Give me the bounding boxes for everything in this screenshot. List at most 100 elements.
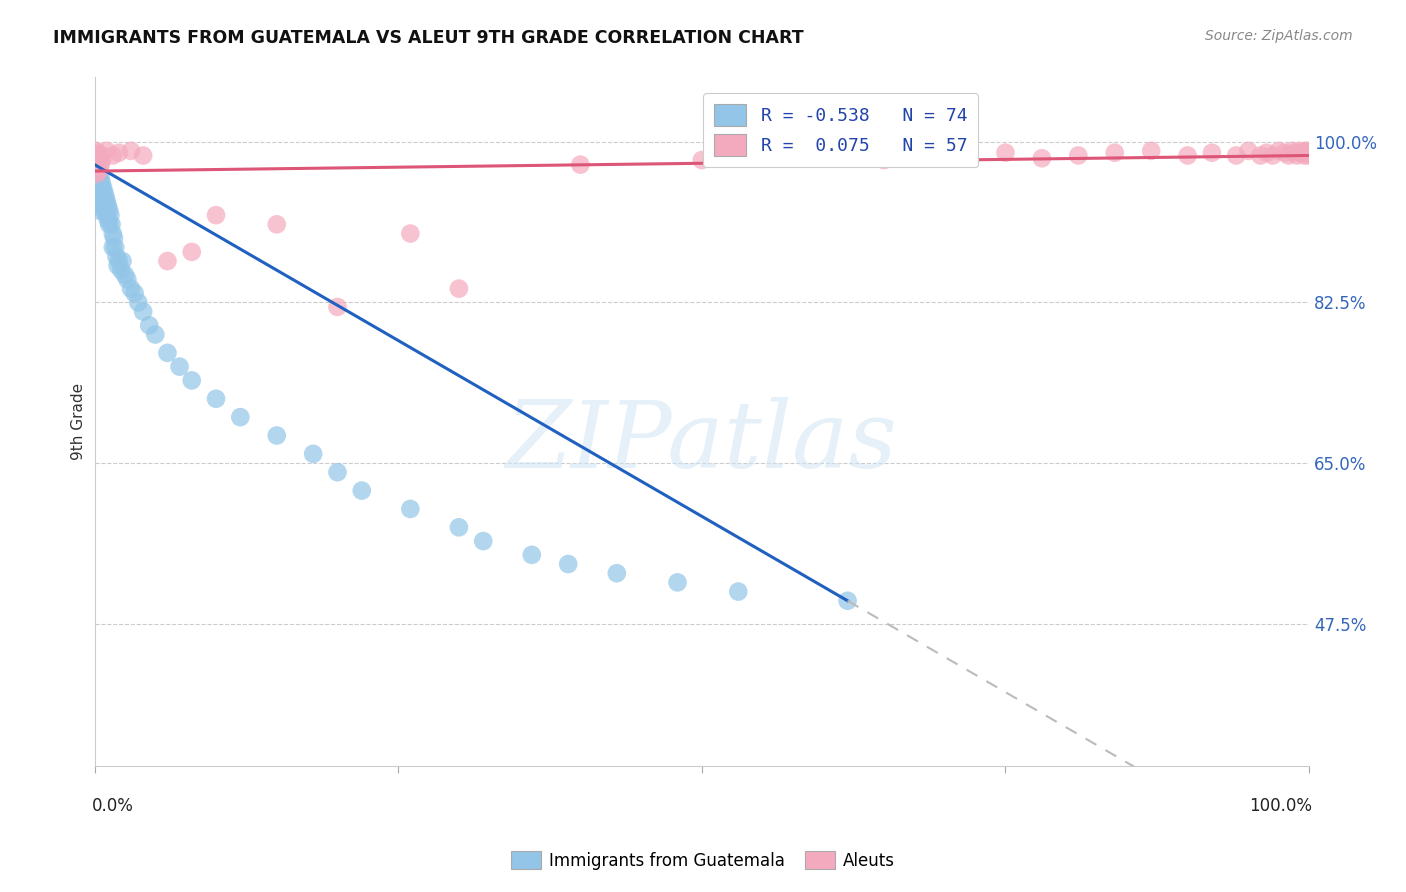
Point [89, 185, 111, 199]
Point [205, 208, 228, 222]
Point [169, 359, 191, 374]
Point [326, 300, 349, 314]
Point [84, 162, 107, 177]
Point [87, 190, 110, 204]
Point [101, 148, 124, 162]
Point [86, 158, 108, 172]
Point [1296, 144, 1319, 158]
Point [1140, 144, 1163, 158]
Text: Source: ZipAtlas.com: Source: ZipAtlas.com [1205, 29, 1353, 43]
Point [96, 194, 118, 209]
Point [266, 428, 288, 442]
Point [87, 164, 110, 178]
Point [120, 282, 142, 296]
Point [447, 520, 470, 534]
Point [1281, 144, 1303, 158]
Point [1298, 145, 1320, 160]
Point [87, 171, 110, 186]
Point [132, 304, 155, 318]
Point [98, 203, 121, 218]
Text: ZIPatlas: ZIPatlas [506, 397, 898, 487]
Point [89, 194, 111, 209]
Point [90, 180, 112, 194]
Point [1201, 145, 1223, 160]
Point [107, 259, 129, 273]
Text: 0.0%: 0.0% [91, 797, 134, 814]
Point [1237, 144, 1260, 158]
Point [1277, 148, 1299, 162]
Point [124, 286, 146, 301]
Text: 100.0%: 100.0% [1249, 797, 1312, 814]
Point [110, 263, 132, 277]
Point [1294, 144, 1316, 158]
Point [229, 410, 252, 425]
Point [90, 153, 112, 167]
Point [180, 244, 202, 259]
Legend: R = -0.538   N = 74, R =  0.075   N = 57: R = -0.538 N = 74, R = 0.075 N = 57 [703, 94, 979, 167]
Point [472, 534, 495, 549]
Point [84, 153, 107, 167]
Point [89, 160, 111, 174]
Point [156, 254, 179, 268]
Point [111, 254, 134, 268]
Point [1031, 151, 1053, 165]
Point [91, 180, 114, 194]
Point [84, 171, 107, 186]
Point [93, 194, 115, 209]
Point [97, 199, 120, 213]
Point [89, 150, 111, 164]
Point [666, 575, 689, 590]
Point [127, 295, 149, 310]
Point [89, 167, 111, 181]
Point [837, 593, 859, 607]
Point [87, 162, 110, 177]
Point [97, 212, 120, 227]
Point [813, 148, 835, 162]
Legend: Immigrants from Guatemala, Aleuts: Immigrants from Guatemala, Aleuts [505, 845, 901, 877]
Y-axis label: 9th Grade: 9th Grade [72, 384, 86, 460]
Point [98, 208, 121, 222]
Point [873, 153, 896, 167]
Point [90, 176, 112, 190]
Point [302, 447, 325, 461]
Point [1274, 145, 1296, 160]
Point [399, 227, 422, 241]
Point [1267, 144, 1289, 158]
Point [86, 167, 108, 181]
Point [86, 176, 108, 190]
Point [91, 199, 114, 213]
Point [727, 584, 749, 599]
Point [180, 373, 202, 387]
Point [1067, 148, 1090, 162]
Point [96, 208, 118, 222]
Point [87, 145, 110, 160]
Point [86, 167, 108, 181]
Point [90, 199, 112, 213]
Point [86, 185, 108, 199]
Point [399, 502, 422, 516]
Point [143, 327, 166, 342]
Point [1225, 148, 1247, 162]
Point [90, 185, 112, 199]
Point [86, 158, 108, 172]
Point [1250, 148, 1272, 162]
Point [205, 392, 228, 406]
Point [994, 145, 1017, 160]
Point [86, 148, 108, 162]
Point [90, 190, 112, 204]
Point [138, 318, 160, 333]
Point [1284, 145, 1306, 160]
Point [87, 180, 110, 194]
Point [98, 217, 121, 231]
Point [114, 268, 136, 282]
Point [690, 153, 713, 167]
Point [1295, 145, 1317, 160]
Point [96, 144, 118, 158]
Point [89, 203, 111, 218]
Point [1296, 148, 1319, 162]
Point [90, 171, 112, 186]
Point [108, 145, 131, 160]
Point [1177, 148, 1199, 162]
Point [108, 254, 131, 268]
Point [120, 144, 142, 158]
